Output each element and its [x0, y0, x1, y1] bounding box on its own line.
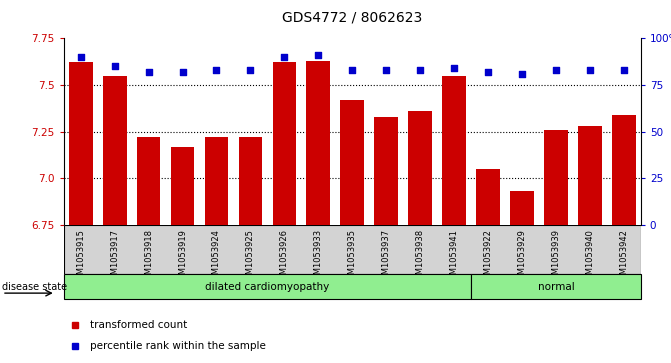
- Bar: [544, 130, 568, 225]
- Point: [313, 52, 323, 58]
- Text: GSM1053919: GSM1053919: [178, 229, 187, 285]
- FancyBboxPatch shape: [64, 225, 641, 274]
- Point: [109, 63, 120, 69]
- Bar: [170, 147, 195, 225]
- Point: [415, 67, 425, 73]
- Bar: [510, 191, 534, 225]
- Bar: [239, 137, 262, 225]
- Bar: [69, 62, 93, 225]
- Point: [381, 67, 392, 73]
- Text: GDS4772 / 8062623: GDS4772 / 8062623: [282, 11, 423, 25]
- Text: GSM1053918: GSM1053918: [144, 229, 153, 285]
- Text: GSM1053929: GSM1053929: [517, 229, 527, 285]
- Bar: [578, 126, 602, 225]
- Bar: [103, 76, 127, 225]
- Bar: [340, 100, 364, 225]
- Text: disease state: disease state: [2, 282, 67, 292]
- Point: [279, 54, 290, 60]
- Point: [75, 54, 86, 60]
- Text: GSM1053941: GSM1053941: [450, 229, 458, 285]
- Bar: [272, 62, 297, 225]
- Point: [177, 69, 188, 75]
- Bar: [442, 76, 466, 225]
- Bar: [476, 169, 500, 225]
- Text: GSM1053925: GSM1053925: [246, 229, 255, 285]
- FancyBboxPatch shape: [471, 274, 641, 299]
- Point: [449, 65, 460, 71]
- Point: [584, 67, 595, 73]
- Text: transformed count: transformed count: [90, 321, 187, 330]
- Bar: [374, 117, 398, 225]
- Point: [551, 67, 562, 73]
- Text: GSM1053938: GSM1053938: [415, 229, 425, 285]
- Point: [245, 67, 256, 73]
- Text: GSM1053933: GSM1053933: [314, 229, 323, 285]
- Text: GSM1053940: GSM1053940: [585, 229, 595, 285]
- Point: [619, 67, 629, 73]
- Text: GSM1053935: GSM1053935: [348, 229, 357, 285]
- Bar: [612, 115, 635, 225]
- Text: GSM1053915: GSM1053915: [76, 229, 85, 285]
- Bar: [307, 61, 330, 225]
- Point: [482, 69, 493, 75]
- Bar: [137, 137, 160, 225]
- Bar: [205, 137, 228, 225]
- Text: dilated cardiomyopathy: dilated cardiomyopathy: [205, 282, 329, 292]
- Point: [517, 71, 527, 77]
- FancyBboxPatch shape: [64, 274, 471, 299]
- Point: [347, 67, 358, 73]
- Text: GSM1053922: GSM1053922: [484, 229, 493, 285]
- Text: GSM1053939: GSM1053939: [552, 229, 560, 285]
- Text: percentile rank within the sample: percentile rank within the sample: [90, 341, 266, 351]
- Text: GSM1053924: GSM1053924: [212, 229, 221, 285]
- Text: GSM1053942: GSM1053942: [619, 229, 628, 285]
- Text: GSM1053926: GSM1053926: [280, 229, 289, 285]
- Bar: [408, 111, 432, 225]
- Text: normal: normal: [537, 282, 574, 292]
- Point: [143, 69, 154, 75]
- Text: GSM1053917: GSM1053917: [110, 229, 119, 285]
- Text: GSM1053937: GSM1053937: [382, 229, 391, 285]
- Point: [211, 67, 222, 73]
